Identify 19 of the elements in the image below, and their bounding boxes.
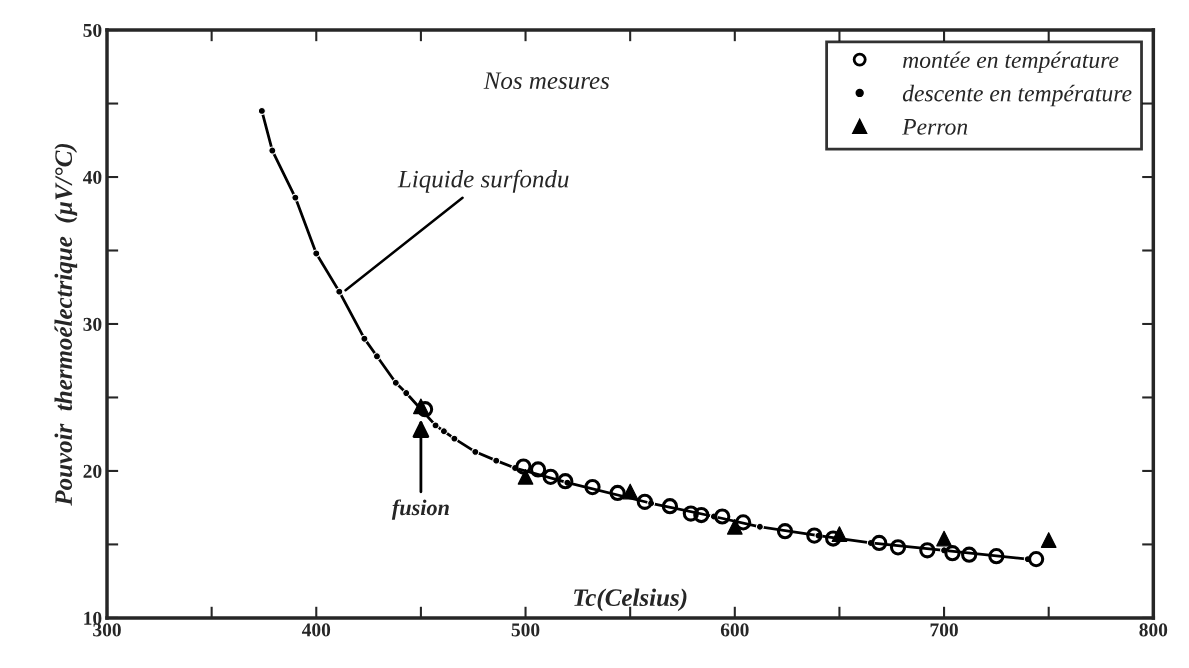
x-tick-label: 700 <box>930 623 958 637</box>
annotation: Nos mesures <box>483 72 610 90</box>
annotation: Liquide surfondu <box>397 169 569 193</box>
x-tick-label: 800 <box>1139 623 1168 637</box>
legend-label: descente en température <box>902 84 1132 107</box>
y-tick-label: 30 <box>83 317 102 331</box>
y-tick-label: 20 <box>83 464 102 478</box>
y-tick-label: 10 <box>84 611 102 625</box>
y-tick-label: 50 <box>83 23 102 37</box>
x-tick-label: 400 <box>301 623 331 637</box>
y-tick-label: 40 <box>82 170 102 184</box>
legend-label: montée en température <box>903 51 1119 73</box>
x-tick-label: 600 <box>720 623 749 637</box>
x-axis-title: Tc(Celsius) <box>574 588 687 612</box>
legend-label: Perron <box>902 119 968 135</box>
x-tick-label: 500 <box>511 623 540 637</box>
x-tick-label: 300 <box>93 623 121 637</box>
y-axis-title: Pouvoir thermoélectrique (µV/°C) <box>54 143 78 506</box>
annotation: fusion <box>391 499 449 520</box>
